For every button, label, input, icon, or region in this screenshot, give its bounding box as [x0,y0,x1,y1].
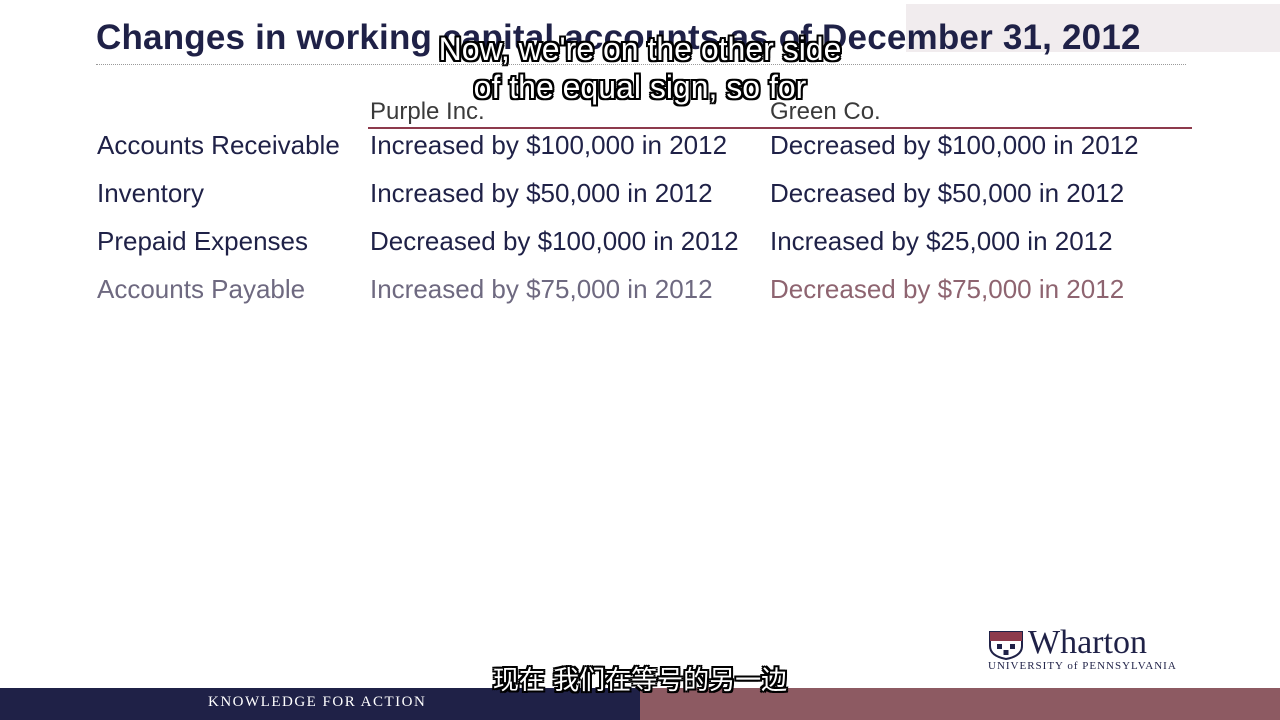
row-label-prepaid-expenses: Prepaid Expenses [97,226,309,256]
cell-green-accounts-receivable: Decreased by $100,000 in 2012 [770,130,1139,160]
column-header-purple: Purple Inc. [370,98,485,125]
title-corner-band [906,4,1280,52]
cell-green-prepaid-expenses: Increased by $25,000 in 2012 [770,226,1113,256]
header-underline [368,127,1192,129]
logo-subtitle: UNIVERSITY of PENNSYLVANIA [988,660,1177,672]
footer-tagline: KNOWLEDGE FOR ACTION [208,694,427,710]
row-label-accounts-payable: Accounts Payable [97,274,306,304]
row-label-accounts-receivable: Accounts Receivable [97,130,340,160]
title-block: Changes in working capital accounts as o… [96,18,1196,66]
footer-band-red [640,688,1280,720]
subtitle-english-line-1: Now, we're on the other side [438,31,842,67]
slide-title: Changes in working capital accounts as o… [96,18,1141,57]
footer-band-navy [0,688,640,720]
row-label-inventory: Inventory [97,178,204,208]
wharton-logo: Wharton UNIVERSITY of PENNSYLVANIA [988,624,1198,674]
subtitle-english-line-2: of the equal sign, so for [473,69,807,105]
title-divider [96,64,1186,65]
subtitle-english: Now, we're on the other side of the equa… [340,30,940,106]
cell-green-inventory: Decreased by $50,000 in 2012 [770,178,1125,208]
column-header-green: Green Co. [770,98,881,125]
cell-purple-accounts-payable: Increased by $75,000 in 2012 [370,274,713,304]
logo-wordmark: Wharton [1028,624,1147,661]
shield-icon [989,631,1023,660]
cell-purple-accounts-receivable: Increased by $100,000 in 2012 [370,130,728,160]
cell-purple-prepaid-expenses: Decreased by $100,000 in 2012 [370,226,739,256]
cell-green-accounts-payable: Decreased by $75,000 in 2012 [770,274,1125,304]
cell-purple-inventory: Increased by $50,000 in 2012 [370,178,713,208]
subtitle-chinese: 现在 我们在等号的另一边 [492,666,788,696]
